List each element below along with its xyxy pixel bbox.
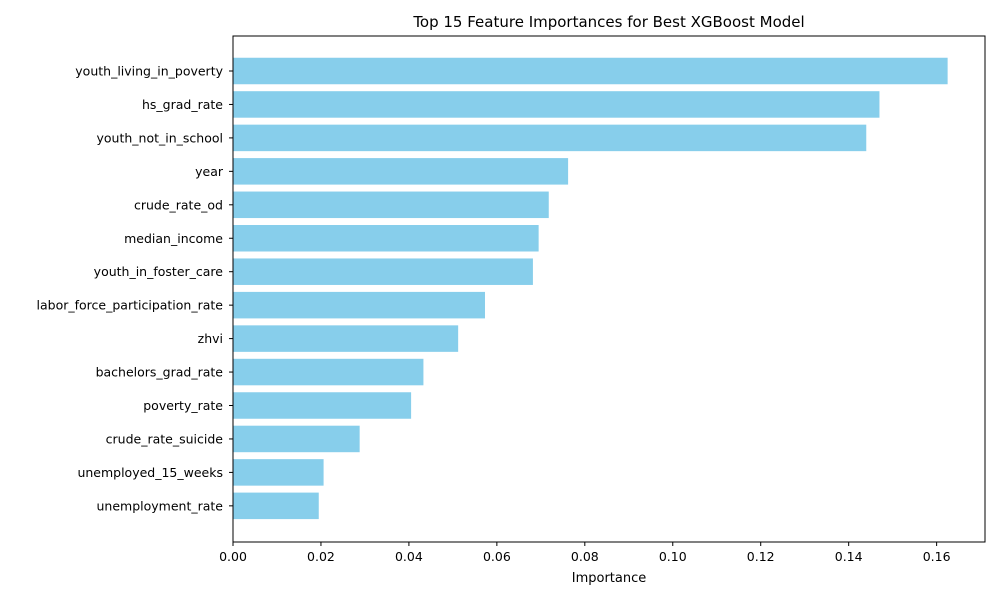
y-tick-label: bachelors_grad_rate	[96, 365, 224, 380]
x-tick-label: 0.08	[571, 549, 599, 564]
bar-poverty_rate	[233, 392, 412, 419]
bar-bachelors_grad_rate	[233, 358, 424, 386]
bar-crude_rate_od	[233, 191, 549, 219]
bar-zhvi	[233, 325, 459, 352]
y-tick-label: crude_rate_suicide	[106, 431, 224, 446]
bar-labor_force_participation_rate	[233, 291, 485, 319]
bar-youth_in_foster_care	[233, 258, 533, 285]
y-tick-label: unemployment_rate	[97, 498, 224, 513]
y-tick-label: zhvi	[198, 331, 223, 346]
bar-year	[233, 158, 569, 185]
y-tick-label: poverty_rate	[143, 398, 223, 413]
y-tick-label: youth_in_foster_care	[94, 264, 224, 279]
bar-hs_grad_rate	[233, 91, 880, 118]
x-tick-label: 0.02	[307, 549, 335, 564]
plot-frame	[232, 35, 986, 543]
y-tick-label: labor_force_participation_rate	[37, 298, 224, 313]
bars-layer	[233, 57, 948, 520]
chart-title: Top 15 Feature Importances for Best XGBo…	[412, 13, 804, 31]
y-tick-label: unemployed_15_weeks	[77, 465, 223, 480]
x-tick-label: 0.14	[835, 549, 863, 564]
bar-median_income	[233, 225, 539, 252]
x-tick-label: 0.10	[659, 549, 687, 564]
x-tick-label: 0.06	[483, 549, 511, 564]
y-tick-label: crude_rate_od	[134, 197, 223, 212]
x-tick-label: 0.00	[219, 549, 247, 564]
bar-unemployment_rate	[233, 492, 319, 520]
bar-youth_living_in_poverty	[233, 57, 948, 85]
bar-youth_not_in_school	[233, 124, 867, 152]
y-tick-label: hs_grad_rate	[142, 97, 223, 112]
y-tick-label: median_income	[124, 231, 223, 246]
x-tick-label: 0.04	[395, 549, 423, 564]
bar-unemployed_15_weeks	[233, 459, 324, 486]
x-tick-label: 0.12	[747, 549, 775, 564]
x-axis-title: Importance	[572, 571, 647, 586]
bar-crude_rate_suicide	[233, 425, 360, 453]
y-tick-label: youth_not_in_school	[97, 130, 223, 145]
y-axis-ticks: youth_living_in_poverty hs_grad_rateyouth…	[37, 64, 233, 513]
x-axis-ticks: 0.00 0.02 0.04 0.06 0.08 0.10 0.12 0.14 0.16	[219, 542, 951, 564]
y-tick-label: year	[195, 164, 224, 179]
x-tick-label: 0.16	[923, 549, 951, 564]
y-tick-label: youth_living_in_poverty	[75, 64, 223, 79]
